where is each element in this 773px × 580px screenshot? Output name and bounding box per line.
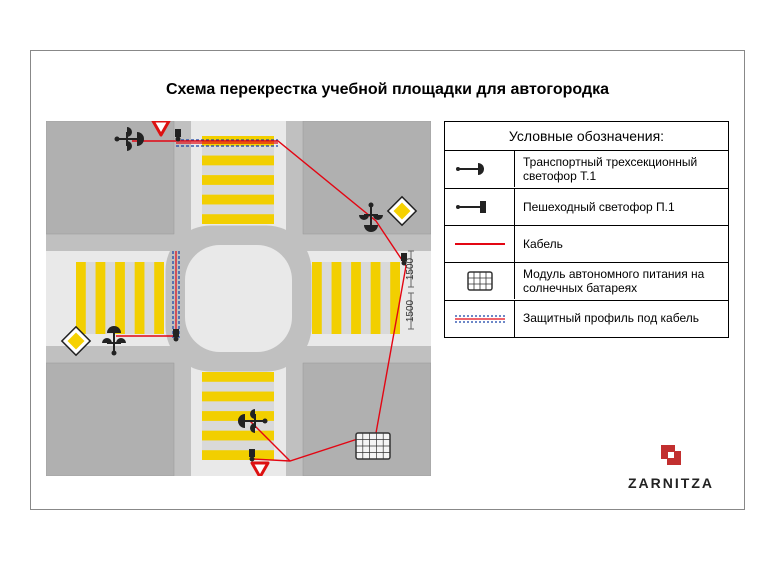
legend-row: Кабель	[445, 225, 728, 262]
ped-light-p1-icon	[445, 189, 515, 225]
shield-profile-icon	[445, 301, 515, 337]
legend-row: Модуль автономного питания на солнечных …	[445, 262, 728, 300]
cable-icon	[445, 226, 515, 262]
legend-label: Пешеходный светофор П.1	[515, 196, 728, 218]
legend-row: Защитный профиль под кабель	[445, 300, 728, 337]
legend-row: Пешеходный светофор П.1	[445, 188, 728, 225]
legend: Условные обозначения: Транспортный трехс…	[444, 121, 729, 338]
logo-text: ZARNITZA	[628, 475, 714, 491]
legend-label: Транспортный трехсекционный светофор Т.1	[515, 151, 728, 188]
svg-text:1500: 1500	[405, 257, 416, 280]
zarnitza-logo: ZARNITZA	[628, 442, 714, 491]
page-title: Схема перекрестка учебной площадки для а…	[31, 81, 744, 99]
solar-module-icon	[445, 263, 515, 299]
legend-label: Кабель	[515, 233, 728, 255]
svg-text:1500: 1500	[405, 299, 416, 322]
intersection-diagram: 1500 1500	[46, 121, 431, 476]
traffic-light-t1-icon	[445, 151, 515, 187]
legend-row: Транспортный трехсекционный светофор Т.1	[445, 150, 728, 188]
legend-label: Защитный профиль под кабель	[515, 307, 728, 329]
diagram-sheet: Схема перекрестка учебной площадки для а…	[30, 50, 745, 510]
legend-title: Условные обозначения:	[445, 122, 728, 150]
logo-icon	[658, 442, 684, 468]
legend-label: Модуль автономного питания на солнечных …	[515, 263, 728, 300]
